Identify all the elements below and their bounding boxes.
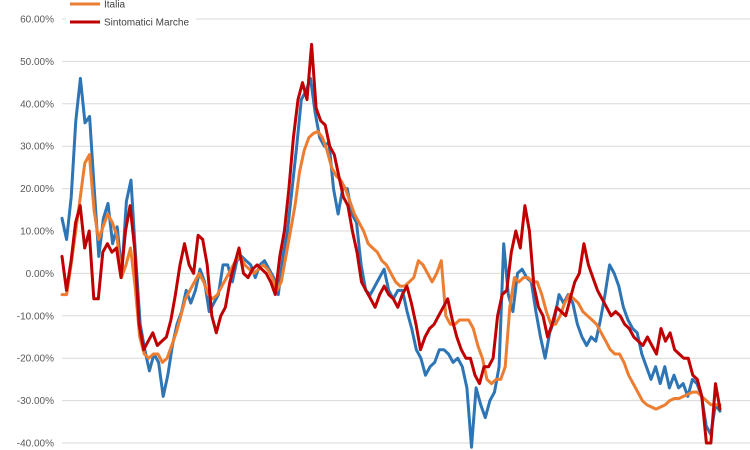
y-tick-label: 40.00%: [20, 99, 54, 110]
y-tick-label: -20.00%: [17, 354, 54, 365]
series-line-0: [60, 76, 722, 449]
y-axis-tick-labels: 60.00% 50.00% 40.00% 30.00% 20.00% 10.00% 0.00…: [17, 15, 54, 450]
gridlines: [62, 18, 750, 444]
legend-label: Sintomatici Marche: [104, 18, 189, 29]
series-line-2: [60, 42, 722, 445]
y-tick-label: -40.00%: [17, 439, 54, 450]
legend-label: Italia: [104, 0, 126, 11]
y-tick-label: 50.00%: [20, 57, 54, 68]
y-tick-label: 60.00%: [20, 15, 54, 26]
legend: Italia Sintomatici Marche: [66, 0, 196, 30]
y-tick-label: -30.00%: [17, 396, 54, 407]
y-tick-label: 10.00%: [20, 227, 54, 238]
y-tick-label: -10.00%: [17, 311, 54, 322]
legend-backdrop: [66, 0, 196, 12]
y-tick-label: 30.00%: [20, 142, 54, 153]
y-tick-label: 0.00%: [26, 269, 54, 280]
y-tick-label: 20.00%: [20, 184, 54, 195]
series-lines: [60, 42, 722, 449]
series-line-1: [60, 129, 722, 411]
